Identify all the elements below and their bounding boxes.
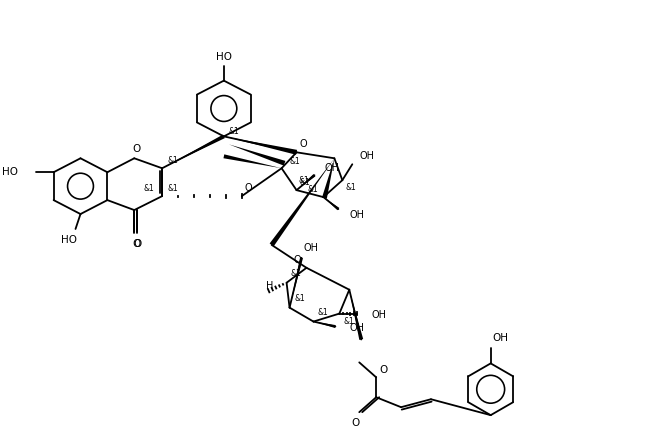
- Text: HO: HO: [61, 235, 76, 245]
- Text: H: H: [266, 281, 274, 291]
- Text: O: O: [133, 239, 141, 249]
- Text: OH: OH: [371, 310, 386, 320]
- Text: &1: &1: [298, 176, 309, 185]
- Text: O: O: [132, 239, 140, 249]
- Text: &1: &1: [317, 308, 328, 317]
- Text: &1: &1: [167, 184, 178, 193]
- Text: OH: OH: [349, 323, 364, 333]
- Text: O: O: [245, 183, 253, 193]
- Text: O: O: [351, 418, 359, 428]
- Text: &1: &1: [343, 317, 354, 326]
- Polygon shape: [162, 135, 225, 168]
- Polygon shape: [289, 257, 303, 308]
- Text: HO: HO: [2, 167, 18, 177]
- Text: O: O: [132, 144, 140, 154]
- Polygon shape: [224, 154, 282, 168]
- Polygon shape: [229, 144, 286, 166]
- Polygon shape: [269, 158, 335, 246]
- Text: OH: OH: [304, 243, 318, 253]
- Text: &1: &1: [291, 269, 301, 278]
- Text: O: O: [294, 255, 302, 265]
- Text: &1: &1: [143, 184, 154, 193]
- Polygon shape: [322, 158, 335, 199]
- Text: HO: HO: [216, 52, 232, 62]
- Text: &1: &1: [229, 127, 240, 136]
- Text: &1: &1: [295, 294, 306, 303]
- Text: OH: OH: [493, 333, 508, 343]
- Text: &1: &1: [300, 177, 310, 187]
- Text: &1: &1: [289, 157, 300, 166]
- Polygon shape: [297, 174, 315, 190]
- Polygon shape: [224, 136, 297, 155]
- Text: &1: &1: [167, 156, 178, 165]
- Text: &1: &1: [307, 185, 318, 194]
- Text: O: O: [300, 139, 307, 149]
- Polygon shape: [324, 197, 339, 210]
- Text: OH: OH: [349, 210, 364, 220]
- Polygon shape: [313, 321, 336, 328]
- Text: OH: OH: [359, 151, 374, 161]
- Text: OH: OH: [324, 163, 339, 173]
- Text: O: O: [379, 365, 388, 375]
- Text: &1: &1: [346, 183, 356, 192]
- Polygon shape: [349, 290, 363, 340]
